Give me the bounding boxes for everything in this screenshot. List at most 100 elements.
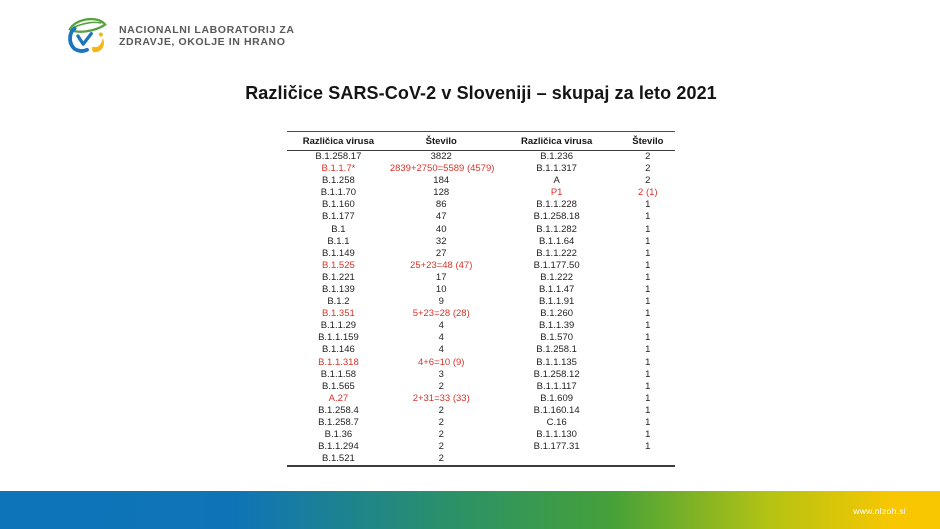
variant-cell-right: C.16 xyxy=(546,417,567,429)
table-row: B.1.36 2 B.1.1.130 1 xyxy=(287,429,675,441)
count-cell-left: 25+23=48 (47) xyxy=(410,259,473,271)
logo-text-line1: NACIONALNI LABORATORIJ ZA xyxy=(119,23,295,36)
variant-cell-left: B.1.1.70 xyxy=(320,187,357,199)
table-body: B.1.258.17 3822 B.1.236 2 B.1.1.7* 2839+2750=… xyxy=(287,151,675,467)
count-cell-left: 86 xyxy=(435,199,447,211)
count-cell-left: 2 xyxy=(438,441,444,453)
table-row: B.1.160 86 B.1.1.228 1 xyxy=(287,199,675,211)
variant-cell-left: B.1.221 xyxy=(322,271,355,283)
footer-bar: www.nlzoh.si xyxy=(0,491,940,529)
count-cell-right: 1 xyxy=(645,308,651,320)
table-row: B.1.258 184 A 2 xyxy=(287,175,675,187)
table-row: B.1.351 5+23=28 (28) B.1.260 1 xyxy=(287,308,675,320)
table-row: B.1.258.7 2 C.16 1 xyxy=(287,417,675,429)
table-row: B.1.525 25+23=48 (47) B.1.177.50 1 xyxy=(287,260,675,272)
variant-cell-right: B.1.1.39 xyxy=(538,320,575,332)
variant-cell-left: B.1.1 xyxy=(327,235,350,247)
count-cell-right: 1 xyxy=(645,441,651,453)
count-cell-right: 1 xyxy=(645,223,651,235)
count-cell-right: 2 (1) xyxy=(638,187,658,199)
variant-cell-left: B.1.139 xyxy=(322,283,355,295)
table-row: B.1.146 4 B.1.258.1 1 xyxy=(287,344,675,356)
count-cell-left: 184 xyxy=(433,175,450,187)
variant-cell-right: B.1.222 xyxy=(540,271,574,283)
variant-cell-left: B.1 xyxy=(331,223,346,235)
table-row: B.1.177 47 B.1.258.18 1 xyxy=(287,211,675,223)
variant-cell-right: B.1.1.117 xyxy=(536,380,577,392)
variant-cell-left: B.1.351 xyxy=(322,308,355,320)
variant-cell-right: B.1.1.64 xyxy=(538,235,575,247)
table-row: B.1.1.159 4 B.1.570 1 xyxy=(287,332,675,344)
count-cell-left: 2 xyxy=(438,404,444,416)
variant-cell-right: B.1.1.91 xyxy=(538,296,575,308)
header-count-left: Število xyxy=(389,131,493,151)
variant-cell-right: B.1.1.222 xyxy=(536,247,577,259)
count-cell-right: 2 xyxy=(645,163,651,175)
variant-cell-left: B.1.36 xyxy=(324,429,353,441)
variant-cell-right: B.1.258.1 xyxy=(536,344,577,356)
variant-cell-left: B.1.521 xyxy=(322,453,355,465)
count-cell-left: 2 xyxy=(438,380,444,392)
variants-table-wrap: Različica virusa Število Različica virus… xyxy=(287,131,675,468)
count-cell-left: 17 xyxy=(435,271,447,283)
count-cell-left: 10 xyxy=(435,283,447,295)
count-cell-left: 2 xyxy=(438,453,444,465)
table-row: B.1.1.294 2 B.1.177.31 1 xyxy=(287,441,675,453)
count-cell-right: 1 xyxy=(645,404,651,416)
count-cell-right: 1 xyxy=(645,320,651,332)
variant-cell-left: B.1.1.159 xyxy=(318,332,359,344)
variant-cell-right: B.1.260 xyxy=(540,308,574,320)
count-cell-right: 1 xyxy=(645,211,651,223)
count-cell-right xyxy=(621,453,675,466)
variant-cell-right: B.1.1.47 xyxy=(538,283,575,295)
variant-cell-left: B.1.258.7 xyxy=(318,417,359,429)
count-cell-right: 1 xyxy=(645,429,651,441)
variant-cell-left: B.1.1.58 xyxy=(320,368,357,380)
count-cell-right: 1 xyxy=(645,247,651,259)
count-cell-right: 1 xyxy=(645,271,651,283)
count-cell-left: 2+31=33 (33) xyxy=(412,392,470,404)
logo-text-line2: ZDRAVJE, OKOLJE IN HRANO xyxy=(119,36,286,48)
table-row: B.1.1.58 3 B.1.258.12 1 xyxy=(287,369,675,381)
variant-cell-left: B.1.258 xyxy=(322,175,355,187)
count-cell-right: 1 xyxy=(645,296,651,308)
count-cell-right: 1 xyxy=(645,344,651,356)
count-cell-right: 1 xyxy=(645,356,651,368)
variant-cell-left: B.1.258.4 xyxy=(318,404,359,416)
variant-cell-right: B.1.1.317 xyxy=(536,163,577,175)
variant-cell-left: B.1.1.29 xyxy=(320,320,357,332)
variants-table: Različica virusa Število Različica virus… xyxy=(287,131,675,468)
table-row: B.1.1.70 128 P1 2 (1) xyxy=(287,187,675,199)
count-cell-right: 1 xyxy=(645,380,651,392)
count-cell-left: 32 xyxy=(435,235,447,247)
variant-cell-left: A.27 xyxy=(328,392,349,404)
header-count-right: Število xyxy=(620,131,675,151)
nlzoh-logo-icon xyxy=(68,17,107,53)
count-cell-right: 2 xyxy=(645,151,651,162)
variant-cell-right: P1 xyxy=(550,187,563,199)
count-cell-left: 2839+2750=5589 (4579) xyxy=(389,163,495,175)
variant-cell-right: B.1.1.228 xyxy=(536,199,577,211)
variant-cell-right: A xyxy=(553,175,560,187)
table-row: A.27 2+31=33 (33) B.1.609 1 xyxy=(287,393,675,405)
table-row: B.1.1.29 4 B.1.1.39 1 xyxy=(287,320,675,332)
footer-url: www.nlzoh.si xyxy=(853,506,906,516)
variant-cell-right xyxy=(493,453,621,466)
table-row: B.1.221 17 B.1.222 1 xyxy=(287,272,675,284)
table-row: B.1.258.17 3822 B.1.236 2 xyxy=(287,151,675,164)
count-cell-left: 3 xyxy=(438,368,444,380)
table-row: B.1.258.4 2 B.1.160.14 1 xyxy=(287,405,675,417)
count-cell-right: 1 xyxy=(645,283,651,295)
variant-cell-left: B.1.565 xyxy=(322,380,355,392)
count-cell-left: 4 xyxy=(438,320,444,332)
table-row: B.1.2 9 B.1.1.91 1 xyxy=(287,296,675,308)
variant-cell-left: B.1.177 xyxy=(322,211,355,223)
count-cell-right: 1 xyxy=(645,235,651,247)
table-row: B.1.1 32 B.1.1.64 1 xyxy=(287,236,675,248)
count-cell-left: 40 xyxy=(435,223,447,235)
count-cell-right: 1 xyxy=(645,368,651,380)
variant-cell-left: B.1.1.294 xyxy=(318,441,359,453)
count-cell-right: 1 xyxy=(645,332,651,344)
table-row: B.1.1.318 4+6=10 (9) B.1.1.135 1 xyxy=(287,357,675,369)
variant-cell-left: B.1.1.7* xyxy=(321,163,356,175)
